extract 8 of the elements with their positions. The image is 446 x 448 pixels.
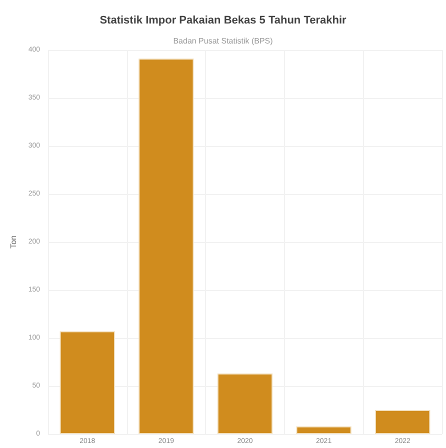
chart-title: Statistik Impor Pakaian Bekas 5 Tahun Terakhir bbox=[100, 14, 347, 26]
bar bbox=[138, 58, 194, 434]
chart-subtitle: Badan Pusat Statistik (BPS) bbox=[173, 36, 274, 46]
y-axis-title: Ton bbox=[8, 236, 18, 248]
bar bbox=[296, 426, 352, 434]
bar bbox=[60, 331, 115, 434]
bar bbox=[375, 410, 430, 434]
bar bbox=[217, 374, 273, 434]
